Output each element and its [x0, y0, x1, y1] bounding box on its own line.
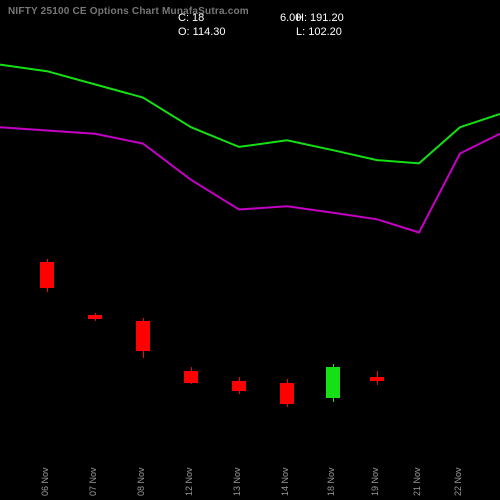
x-tick-label: 06 Nov — [40, 467, 50, 496]
candle-body — [370, 377, 384, 380]
x-tick-label: 22 Nov — [453, 467, 463, 496]
candle-body — [136, 321, 150, 351]
x-tick-label: 08 Nov — [136, 467, 146, 496]
candle-body — [280, 383, 294, 404]
candle-body — [232, 381, 246, 391]
x-tick-label: 12 Nov — [184, 467, 194, 496]
chart-plot — [0, 0, 500, 500]
lower-band-line — [0, 127, 500, 232]
upper-band-line — [0, 65, 500, 164]
candle-body — [40, 262, 54, 288]
x-tick-label: 21 Nov — [412, 467, 422, 496]
x-tick-label: 07 Nov — [88, 467, 98, 496]
x-tick-label: 13 Nov — [232, 467, 242, 496]
x-tick-label: 19 Nov — [370, 467, 380, 496]
candle-body — [88, 315, 102, 320]
x-tick-label: 14 Nov — [280, 467, 290, 496]
x-tick-label: 18 Nov — [326, 467, 336, 496]
candle-body — [184, 371, 198, 383]
candle-body — [326, 367, 340, 398]
x-axis-labels: 06 Nov 07 Nov 08 Nov 12 Nov 13 Nov 14 Nov 18 N… — [0, 436, 500, 496]
